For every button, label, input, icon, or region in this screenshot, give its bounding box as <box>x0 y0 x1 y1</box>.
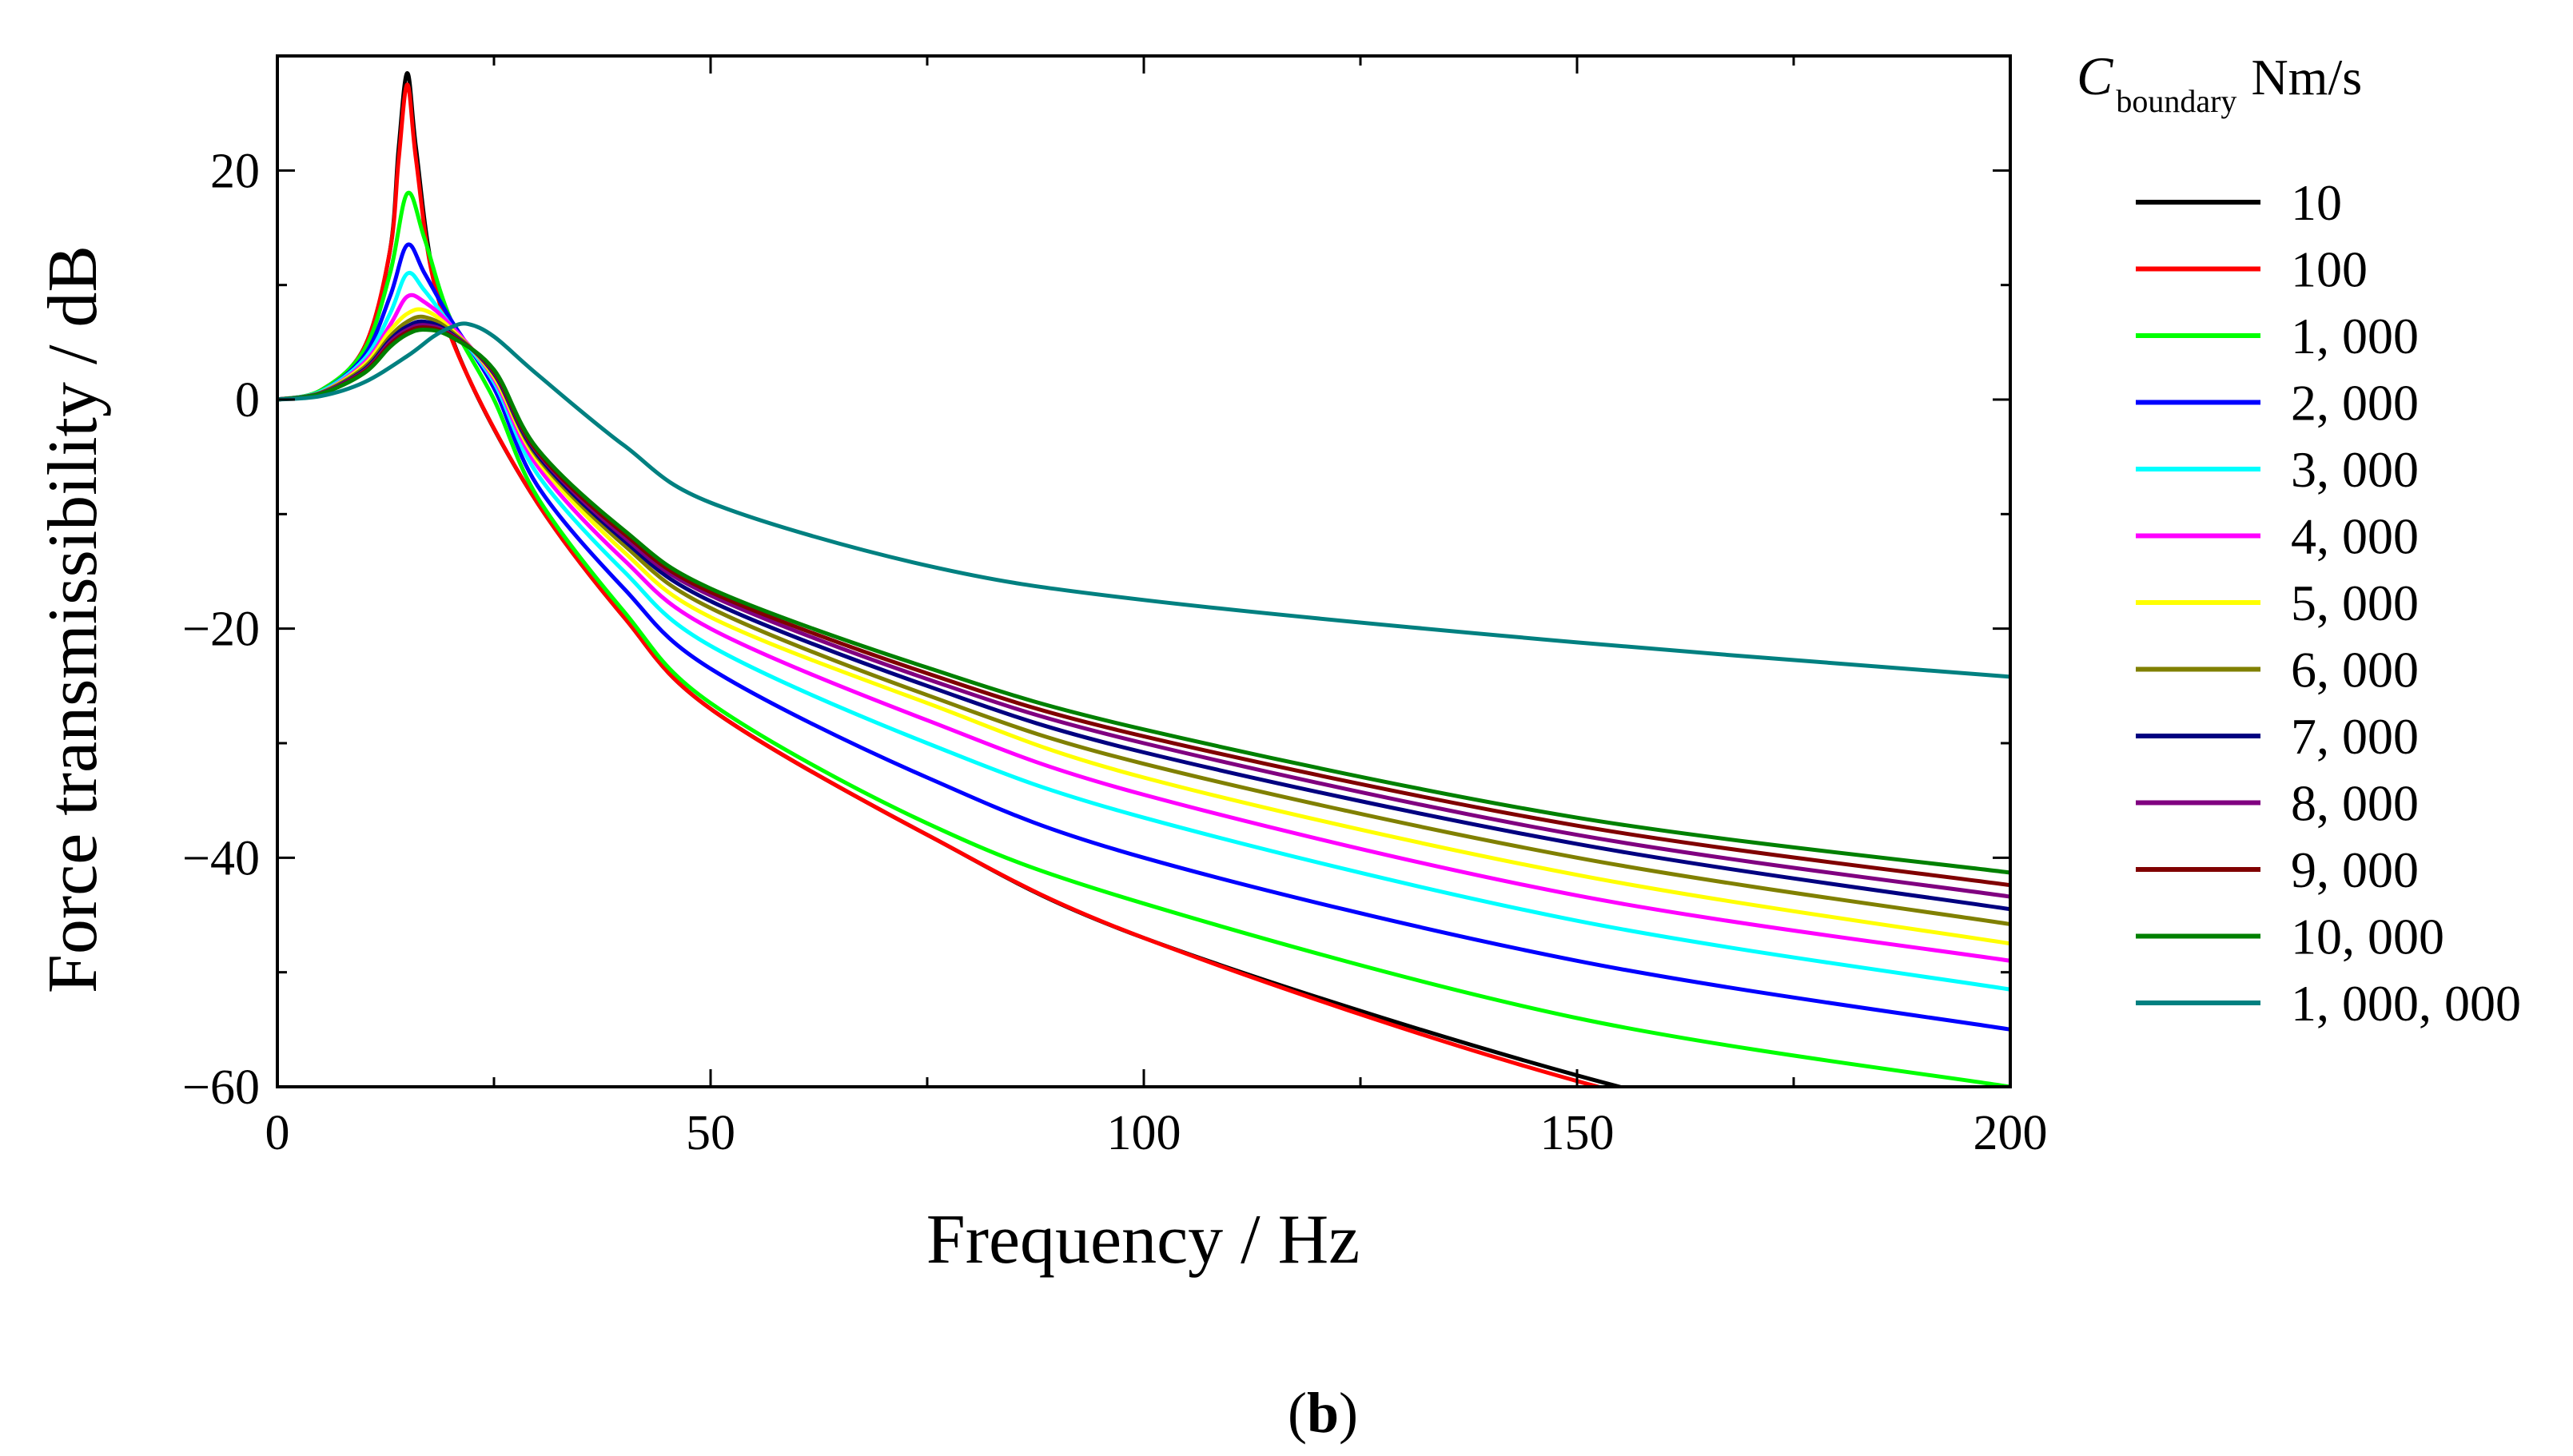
series-line-8 <box>277 319 2010 912</box>
legend-item: 1, 000, 000 <box>2136 975 2521 1032</box>
legend-label: 3, 000 <box>2291 441 2419 498</box>
x-tick-label: 0 <box>265 1106 290 1160</box>
plot-frame <box>276 54 2012 1088</box>
legend-item: 5, 000 <box>2136 575 2419 631</box>
y-tick-label: 0 <box>235 373 260 428</box>
series-line-3 <box>277 242 2010 1032</box>
axis-tick-labels: 0 50 100 150 200 −60 −40 −20 0 20 <box>182 144 2047 1160</box>
legend-item: 6, 000 <box>2136 642 2419 698</box>
series-line-1 <box>277 82 1607 1087</box>
legend-item: 2, 000 <box>2136 375 2419 432</box>
y-tick-label: −20 <box>182 603 260 657</box>
series-line-2 <box>277 190 2010 1087</box>
axis-ticks <box>276 54 2012 1088</box>
x-tick-label: 50 <box>686 1106 735 1160</box>
series-line-9 <box>277 323 2010 899</box>
series-line-10 <box>277 325 2010 888</box>
legend-item: 1, 000 <box>2136 308 2419 364</box>
legend-label: 1, 000 <box>2291 308 2419 364</box>
panel-label-letter: b <box>1307 1381 1339 1445</box>
legend-item: 7, 000 <box>2136 708 2419 765</box>
legend-label: 7, 000 <box>2291 708 2419 765</box>
legend-items: 10 100 1, 000 2, 000 3, 000 4, 000 5, 000 6, 00… <box>2136 174 2521 1032</box>
series-line-11 <box>277 328 2010 875</box>
series-line-7 <box>277 314 2010 926</box>
legend-label: 1, 000, 000 <box>2291 975 2521 1032</box>
panel-label: (b) <box>1288 1381 1358 1445</box>
series-line-5 <box>277 292 2010 963</box>
legend-item: 100 <box>2136 241 2368 298</box>
legend: C boundary Nm/s 10 100 1, 000 2, 000 3, 000 4… <box>2077 46 2521 1032</box>
legend-label: 2, 000 <box>2291 375 2419 432</box>
x-tick-label: 150 <box>1540 1106 1615 1160</box>
legend-label: 10 <box>2291 174 2342 231</box>
legend-item: 8, 000 <box>2136 775 2419 832</box>
x-tick-label: 200 <box>1974 1106 2048 1160</box>
legend-item: 4, 000 <box>2136 508 2419 565</box>
legend-item: 3, 000 <box>2136 441 2419 498</box>
legend-title-symbol: C <box>2077 46 2113 106</box>
legend-item: 10 <box>2136 174 2342 231</box>
panel-label-close: ) <box>1339 1381 1358 1445</box>
legend-label: 9, 000 <box>2291 841 2419 898</box>
y-tick-label: 20 <box>210 144 260 198</box>
legend-title: C boundary Nm/s <box>2077 46 2362 119</box>
legend-label: 5, 000 <box>2291 575 2419 631</box>
legend-item: 10, 000 <box>2136 909 2444 965</box>
series-line-0 <box>277 71 1628 1087</box>
legend-item: 9, 000 <box>2136 841 2419 898</box>
y-tick-label: −60 <box>182 1060 260 1115</box>
plot-border <box>276 54 2012 1088</box>
y-tick-label: −40 <box>182 831 260 885</box>
y-axis-label: Force transmissibility / dB <box>34 245 112 993</box>
legend-label: 8, 000 <box>2291 775 2419 832</box>
legend-label: 100 <box>2291 241 2368 298</box>
legend-title-subscript: boundary <box>2116 83 2236 119</box>
series-line-4 <box>277 271 2010 992</box>
series-line-6 <box>277 307 2010 946</box>
legend-label: 4, 000 <box>2291 508 2419 565</box>
series-lines <box>277 71 2010 1087</box>
legend-label: 6, 000 <box>2291 642 2419 698</box>
x-axis-label: Frequency / Hz <box>926 1201 1360 1279</box>
panel-label-open: ( <box>1288 1381 1307 1445</box>
x-tick-label: 100 <box>1107 1106 1181 1160</box>
legend-title-unit: Nm/s <box>2251 49 2362 105</box>
series-line-12 <box>277 321 2010 679</box>
legend-label: 10, 000 <box>2291 909 2444 965</box>
